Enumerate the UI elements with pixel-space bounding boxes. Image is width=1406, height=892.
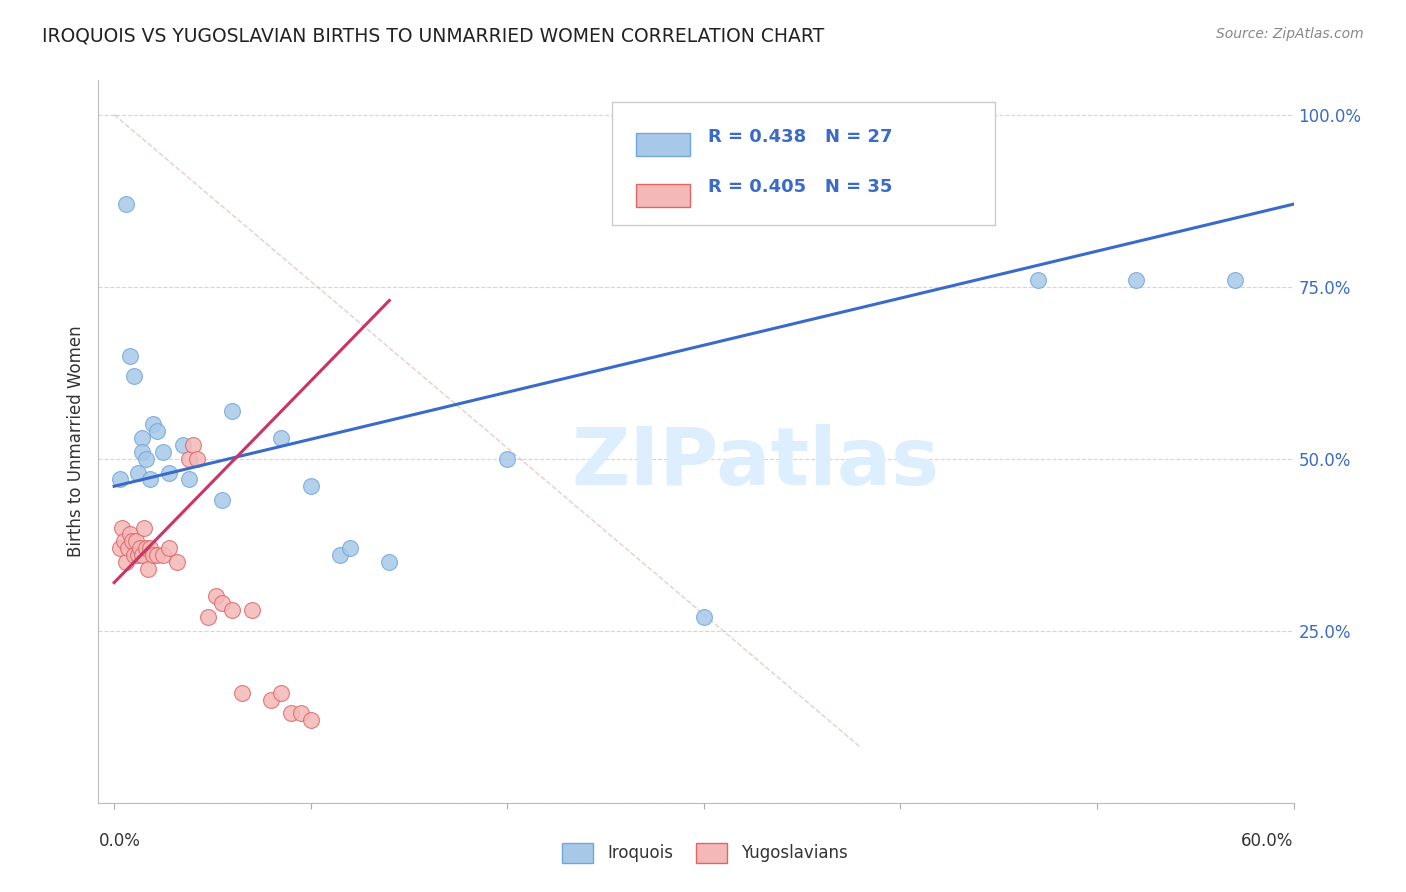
Point xyxy=(339,541,361,556)
Text: Source: ZipAtlas.com: Source: ZipAtlas.com xyxy=(1216,27,1364,41)
Point xyxy=(1125,273,1147,287)
Text: 60.0%: 60.0% xyxy=(1241,832,1294,850)
Point xyxy=(280,706,302,721)
Text: ZIPatlas: ZIPatlas xyxy=(572,425,939,502)
Point xyxy=(152,445,174,459)
Point xyxy=(136,562,159,576)
Point xyxy=(211,596,233,610)
Point xyxy=(108,472,131,486)
Point xyxy=(108,541,131,556)
Point xyxy=(197,610,219,624)
Point xyxy=(118,527,141,541)
Point xyxy=(693,610,716,624)
Point xyxy=(205,590,228,604)
Point xyxy=(378,555,401,569)
Bar xyxy=(562,843,593,863)
FancyBboxPatch shape xyxy=(613,102,995,225)
Point xyxy=(221,403,243,417)
Point xyxy=(157,466,180,480)
Point xyxy=(299,479,322,493)
Point xyxy=(299,713,322,727)
Point xyxy=(131,445,153,459)
Point xyxy=(128,541,150,556)
Bar xyxy=(637,184,690,207)
Point xyxy=(157,541,180,556)
Point xyxy=(496,451,519,466)
Point xyxy=(121,534,143,549)
Point xyxy=(142,417,165,432)
Text: Yugoslavians: Yugoslavians xyxy=(741,844,848,862)
Point xyxy=(118,349,141,363)
Bar xyxy=(637,134,690,156)
Point xyxy=(177,451,200,466)
Point xyxy=(115,197,138,211)
Point xyxy=(117,541,139,556)
Point xyxy=(146,424,169,438)
Point xyxy=(240,603,263,617)
Point xyxy=(270,686,292,700)
Point xyxy=(127,466,149,480)
Point xyxy=(329,548,352,562)
Point xyxy=(125,534,148,549)
Point xyxy=(138,472,160,486)
Text: 0.0%: 0.0% xyxy=(98,832,141,850)
Point xyxy=(142,548,165,562)
Point xyxy=(211,493,233,508)
Point xyxy=(290,706,312,721)
Point xyxy=(221,603,243,617)
Point xyxy=(166,555,188,569)
Point xyxy=(138,541,160,556)
Point xyxy=(260,692,283,706)
Point xyxy=(270,431,292,445)
Point xyxy=(172,438,194,452)
Point xyxy=(135,451,157,466)
Text: Iroquois: Iroquois xyxy=(607,844,673,862)
Point xyxy=(115,555,138,569)
Point xyxy=(1026,273,1049,287)
Point xyxy=(186,451,208,466)
Text: R = 0.438   N = 27: R = 0.438 N = 27 xyxy=(709,128,893,145)
Point xyxy=(1223,273,1246,287)
Point xyxy=(152,548,174,562)
Point xyxy=(122,548,145,562)
Point xyxy=(131,548,153,562)
Point xyxy=(132,520,155,534)
Point xyxy=(127,548,149,562)
Point xyxy=(177,472,200,486)
Bar xyxy=(696,843,727,863)
Text: IROQUOIS VS YUGOSLAVIAN BIRTHS TO UNMARRIED WOMEN CORRELATION CHART: IROQUOIS VS YUGOSLAVIAN BIRTHS TO UNMARR… xyxy=(42,27,824,45)
Y-axis label: Births to Unmarried Women: Births to Unmarried Women xyxy=(66,326,84,558)
Point xyxy=(122,369,145,384)
Point xyxy=(231,686,253,700)
Point xyxy=(135,541,157,556)
Text: R = 0.405   N = 35: R = 0.405 N = 35 xyxy=(709,178,893,196)
Point xyxy=(146,548,169,562)
Point xyxy=(131,431,153,445)
Point xyxy=(112,534,135,549)
Point xyxy=(111,520,134,534)
Point xyxy=(181,438,204,452)
